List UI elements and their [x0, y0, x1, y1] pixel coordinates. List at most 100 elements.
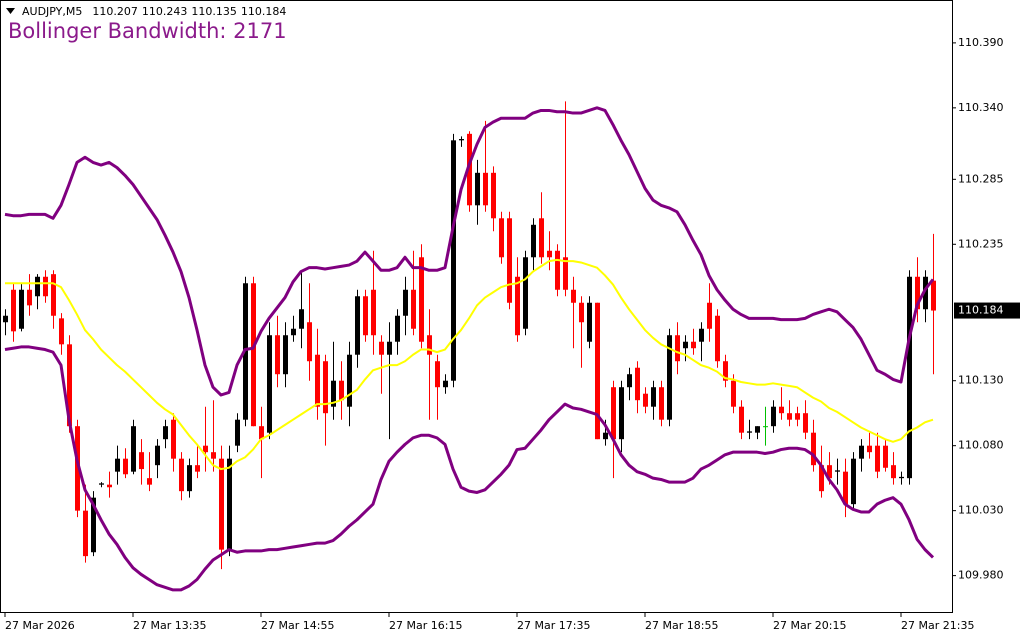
candle-body — [227, 458, 232, 550]
candle-body — [123, 458, 128, 475]
header: AUDJPY,M5 110.207 110.243 110.135 110.184 — [22, 5, 286, 18]
band-line — [4, 345, 935, 592]
candle-body — [131, 426, 136, 472]
candle-body — [179, 458, 184, 492]
candle-body — [347, 354, 352, 407]
candle-body — [683, 341, 688, 349]
candle-body — [107, 484, 112, 488]
candle-body — [603, 432, 608, 440]
candle-body — [299, 309, 304, 329]
candle-body — [843, 471, 848, 505]
candle-body — [579, 302, 584, 323]
x-tick-label: 27 Mar 20:15 — [773, 619, 846, 632]
candle-body — [387, 341, 392, 355]
candle-body — [443, 380, 448, 388]
candle-body — [411, 289, 416, 329]
close-value: 110.184 — [241, 5, 287, 18]
candle-body — [739, 406, 744, 433]
plot-area — [3, 101, 936, 592]
candle-body — [707, 302, 712, 329]
candle-body — [19, 289, 24, 329]
candle-body — [563, 257, 568, 290]
candle-body — [875, 445, 880, 472]
candle-body — [219, 458, 224, 550]
candle-body — [59, 318, 64, 345]
candle-body — [99, 483, 104, 485]
y-tick-label: 110.130 — [958, 374, 1004, 387]
candle-body — [899, 476, 904, 479]
candle-body — [819, 465, 824, 492]
candle-body — [11, 289, 16, 332]
candle-body — [779, 406, 784, 414]
candle-body — [787, 413, 792, 420]
candle-body — [651, 387, 656, 407]
candle-body — [571, 289, 576, 303]
current-price-box — [954, 302, 1020, 319]
candle-body — [547, 250, 552, 258]
candle-body — [355, 296, 360, 355]
dropdown-icon[interactable] — [6, 8, 15, 14]
candle-body — [731, 380, 736, 407]
candle-body — [491, 172, 496, 219]
candle-body — [515, 276, 520, 336]
candle-body — [283, 335, 288, 375]
candle-body — [915, 276, 920, 310]
candle-body — [379, 341, 384, 355]
candle-body — [147, 478, 152, 485]
candle-body — [51, 274, 56, 316]
candle-body — [667, 335, 672, 420]
candle-body — [851, 458, 856, 505]
candle-body — [827, 465, 832, 479]
candle-body — [539, 218, 544, 258]
candle-body — [803, 413, 808, 433]
candle-body — [323, 361, 328, 414]
candle-body — [483, 172, 488, 206]
candle-body — [419, 257, 424, 342]
candle-body — [91, 497, 96, 553]
candle-body — [315, 354, 320, 407]
candle-body — [771, 406, 776, 427]
candle-body — [363, 296, 368, 336]
candle-body — [643, 393, 648, 407]
candle-body — [163, 426, 168, 440]
candle-body — [835, 470, 840, 472]
candle-body — [275, 335, 280, 375]
candle-body — [587, 302, 592, 342]
candle-body — [699, 328, 704, 342]
candle-body — [83, 510, 88, 557]
open-value: 110.207 — [92, 5, 138, 18]
y-tick-label: 110.390 — [958, 36, 1004, 49]
x-tick-label: 27 Mar 17:35 — [517, 619, 590, 632]
candle-body — [531, 224, 536, 258]
y-tick-label: 110.340 — [958, 101, 1004, 114]
x-tick-label: 27 Mar 2026 — [5, 619, 75, 632]
candle-body — [435, 361, 440, 388]
candle-body — [595, 302, 600, 440]
band-line — [5, 258, 934, 471]
candle-body — [619, 387, 624, 440]
y-tick-label: 110.080 — [958, 439, 1004, 452]
candle-body — [499, 218, 504, 258]
candle-body — [211, 452, 216, 459]
candle-body — [403, 289, 408, 316]
band-line — [4, 106, 935, 397]
candle-body — [427, 335, 432, 355]
candle-body — [467, 133, 472, 206]
indicator-label: Bollinger Bandwidth: 2171 — [8, 19, 287, 43]
candle-body — [907, 276, 912, 479]
candle-body — [331, 380, 336, 407]
candle-body — [883, 445, 888, 468]
candle-body — [171, 419, 176, 459]
candle-body — [867, 445, 872, 453]
y-tick-label: 109.980 — [958, 569, 1004, 582]
candle-body — [795, 413, 800, 420]
plot-frame — [0, 0, 953, 613]
candle-body — [155, 445, 160, 466]
candle-body — [371, 289, 376, 336]
candle-body — [659, 387, 664, 420]
y-tick-label: 110.235 — [958, 237, 1004, 250]
candle-body — [931, 280, 936, 311]
candle-body — [691, 341, 696, 349]
candle-body — [187, 465, 192, 492]
